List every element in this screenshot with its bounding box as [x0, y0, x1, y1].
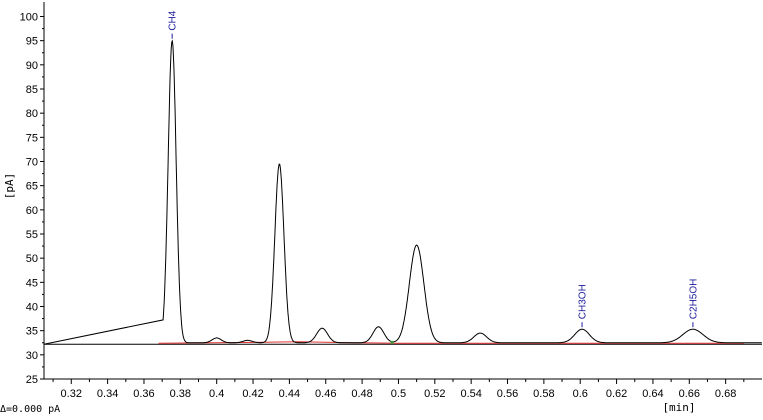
x-tick-label: 0.42: [242, 388, 263, 400]
x-tick-label: 0.64: [642, 388, 663, 400]
x-tick-label: 0.34: [97, 388, 118, 400]
x-tick-label: 0.4: [209, 388, 224, 400]
x-tick-label: 0.62: [606, 388, 627, 400]
x-tick-label: 0.32: [61, 388, 82, 400]
chart-marks: CH4 CH3OH C2H5OH: [43, 10, 762, 345]
x-axis-label: [min]: [662, 401, 695, 414]
y-tick-label: 60: [26, 205, 38, 217]
peak-label: C2H5OH: [688, 279, 699, 320]
signal-trace: [43, 39, 762, 345]
x-tick-label: 0.5: [391, 388, 406, 400]
y-tick-label: 35: [26, 326, 38, 338]
y-tick-label: 30: [26, 350, 38, 362]
x-axis: 0.32 0.34 0.36 0.38 0.4 0.42 0.44 0.46 0.48 0.5 0.…: [44, 378, 762, 400]
x-tick-label: 0.44: [279, 388, 300, 400]
y-axis: 25 30 35 40 45 50 55 60 65 70 75 80 85 90 95 100: [20, 2, 45, 386]
x-tick-label: 0.38: [170, 388, 191, 400]
x-tick-label: 0.6: [573, 388, 588, 400]
integration-baseline: [158, 341, 744, 344]
peak-label: CH3OH: [578, 284, 589, 319]
x-tick-label: 0.52: [424, 388, 445, 400]
x-tick-label: 0.48: [351, 388, 372, 400]
y-tick-label: 25: [26, 374, 38, 386]
x-tick-label: 0.66: [679, 388, 700, 400]
y-tick-label: 100: [20, 12, 38, 24]
y-tick-label: 50: [26, 253, 38, 265]
plot-area: [44, 341, 762, 345]
x-tick-label: 0.36: [133, 388, 154, 400]
status-readout: Δ=0.000 pA: [0, 404, 61, 415]
y-tick-label: 70: [26, 157, 38, 169]
x-tick-label: 0.68: [715, 388, 736, 400]
y-tick-label: 95: [26, 36, 38, 48]
y-tick-label: 55: [26, 229, 38, 241]
y-tick-label: 85: [26, 84, 38, 96]
y-axis-label: [pA]: [3, 173, 16, 200]
y-tick-label: 65: [26, 181, 38, 193]
y-tick-label: 40: [26, 302, 38, 314]
x-tick-label: 0.54: [460, 388, 481, 400]
baseline-marker: [390, 340, 394, 344]
y-tick-label: 75: [26, 132, 38, 144]
y-tick-label: 90: [26, 60, 38, 72]
x-tick-label: 0.56: [497, 388, 518, 400]
y-tick-label: 80: [26, 108, 38, 120]
x-tick-label: 0.58: [533, 388, 554, 400]
x-tick-label: 0.46: [315, 388, 336, 400]
y-tick-label: 45: [26, 277, 38, 289]
peak-label: CH4: [168, 10, 179, 30]
